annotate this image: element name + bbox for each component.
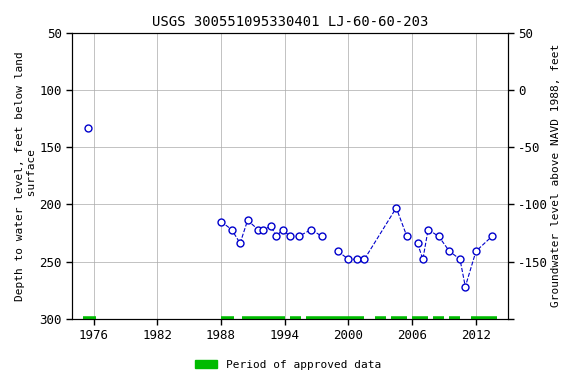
- Title: USGS 300551095330401 LJ-60-60-203: USGS 300551095330401 LJ-60-60-203: [152, 15, 428, 29]
- Y-axis label: Depth to water level, feet below land
 surface: Depth to water level, feet below land su…: [15, 51, 37, 301]
- Y-axis label: Groundwater level above NAVD 1988, feet: Groundwater level above NAVD 1988, feet: [551, 44, 561, 308]
- Legend: Period of approved data: Period of approved data: [191, 356, 385, 375]
